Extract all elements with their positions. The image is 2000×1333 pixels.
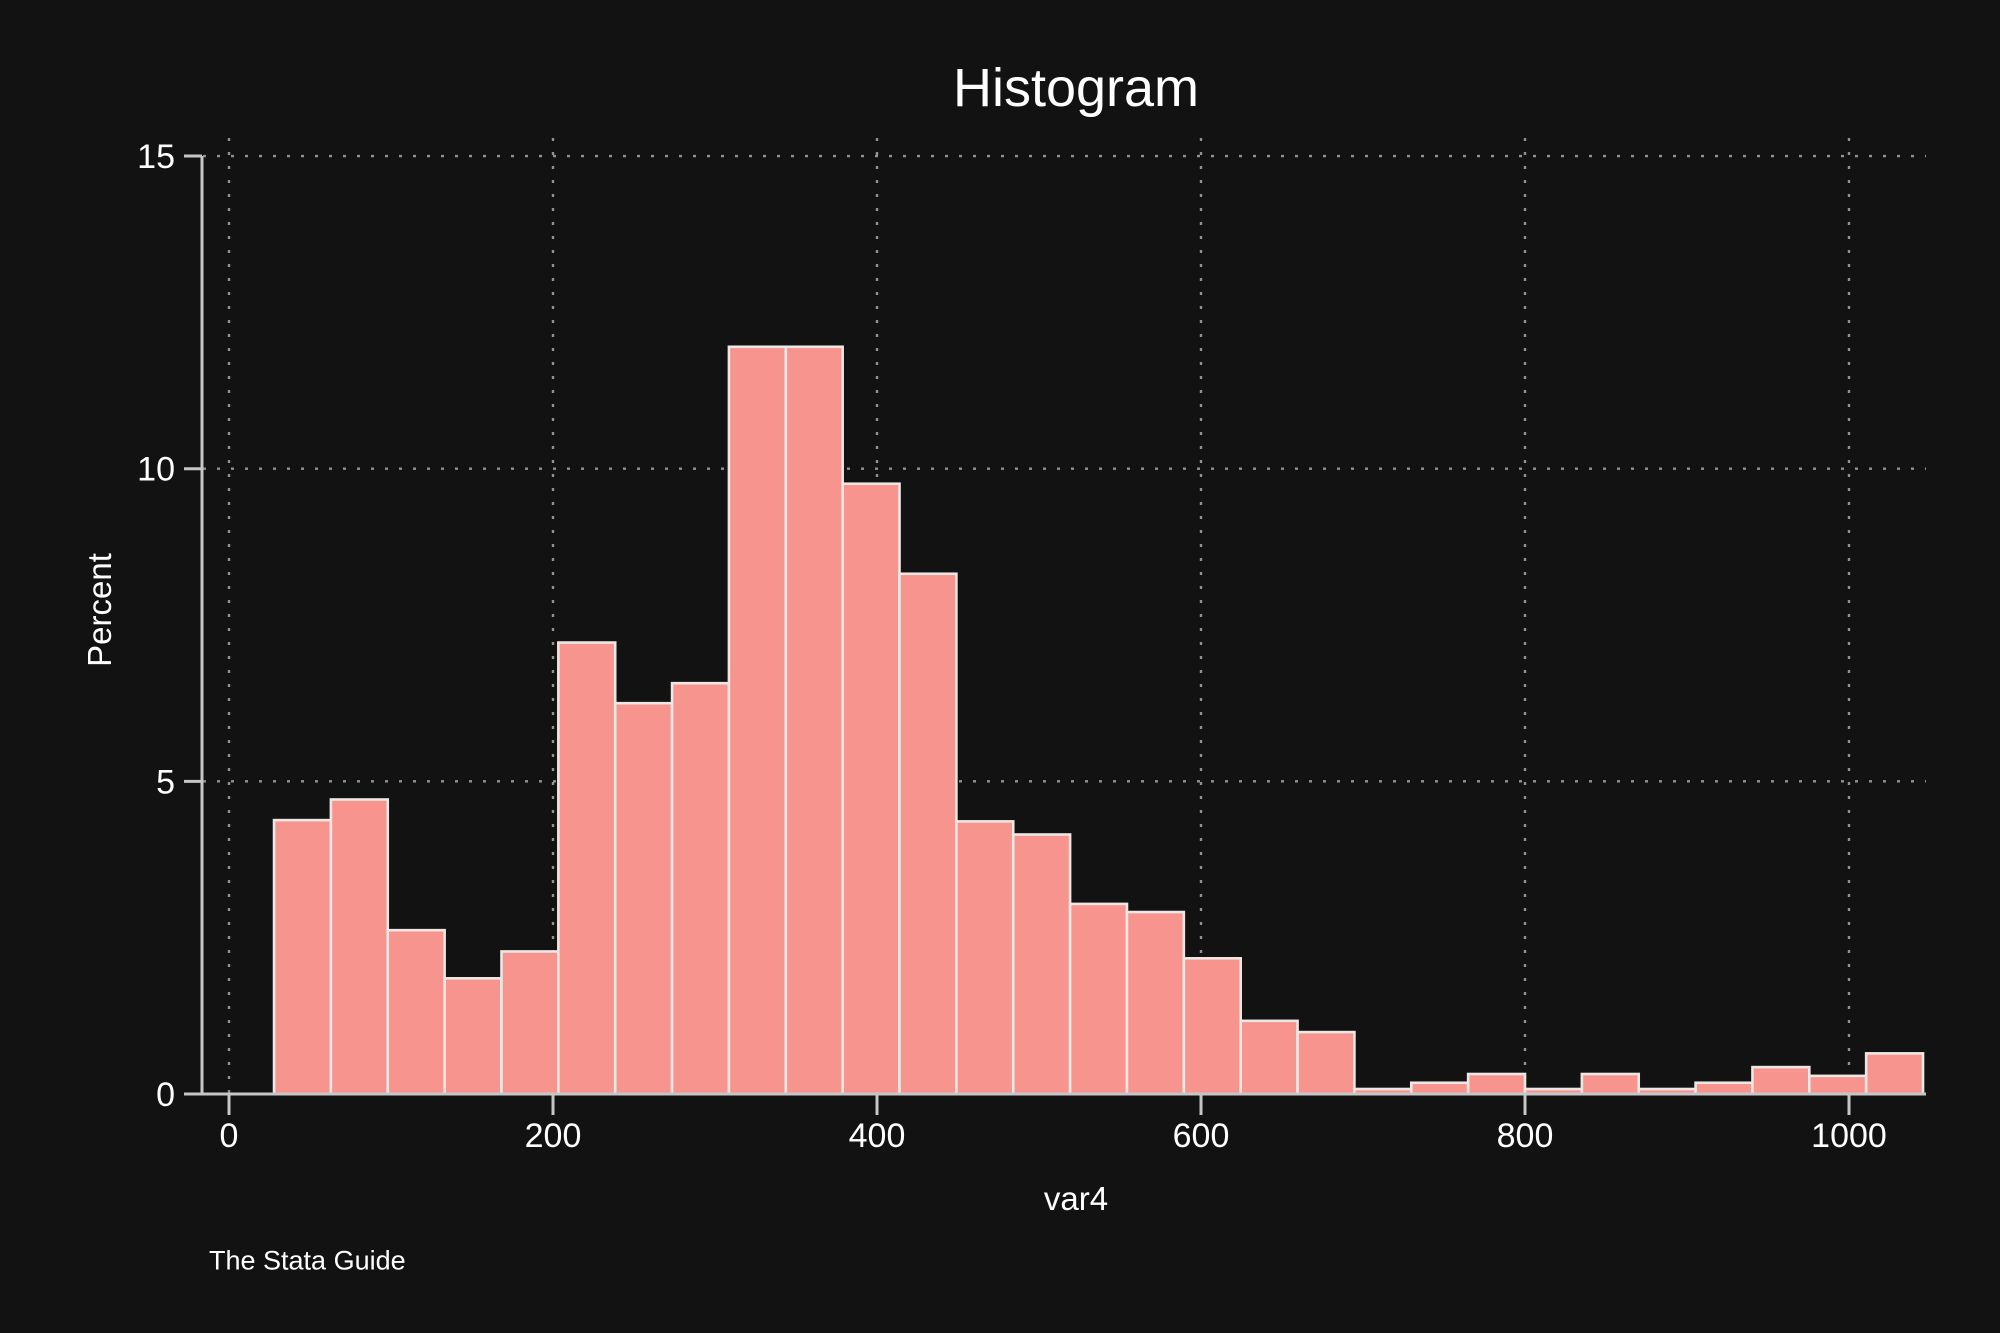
histogram-bar [1011,833,1072,1096]
histogram-bar [386,928,446,1096]
x-tick-label: 600 [1173,1117,1230,1155]
histogram-bar [500,950,560,1096]
histogram-bar [1239,1019,1299,1096]
y-tick-label: 5 [156,763,175,801]
histogram-bar [613,701,674,1096]
histogram-bar [955,820,1015,1096]
histogram-bar [784,345,844,1096]
histogram-bar [272,818,333,1096]
histogram-bar [1125,910,1186,1096]
histogram-bar [1466,1072,1527,1096]
histogram-bar [1182,957,1242,1096]
histogram-bar [1808,1074,1868,1096]
x-tick-label: 1000 [1811,1117,1887,1155]
y-tick-label: 0 [156,1076,175,1114]
x-tick-label: 400 [849,1117,906,1155]
histogram-bar [1580,1072,1641,1096]
histogram-bar [557,641,617,1096]
x-tick-label: 800 [1497,1117,1554,1155]
watermark-text: The Stata Guide [209,1245,406,1276]
histogram-bar [1409,1081,1470,1096]
x-axis-title: var4 [1043,1180,1109,1217]
histogram-bar [1068,902,1129,1096]
histogram-bar [1694,1081,1754,1096]
y-tick-label: 10 [137,451,175,489]
x-tick-label: 200 [525,1117,582,1155]
histogram-bar [898,572,958,1096]
chart-title: Histogram [952,58,1200,118]
histogram-bar [727,345,788,1096]
histogram-bar [329,798,390,1096]
y-tick-label: 15 [137,138,175,176]
histogram-bar [841,482,901,1096]
histogram-bar [1296,1030,1356,1096]
histogram-bar [1751,1065,1811,1096]
x-tick-label: 0 [220,1117,239,1155]
histogram-bar [1864,1052,1925,1096]
histogram-bar [443,977,503,1096]
histogram-bar [670,681,731,1096]
